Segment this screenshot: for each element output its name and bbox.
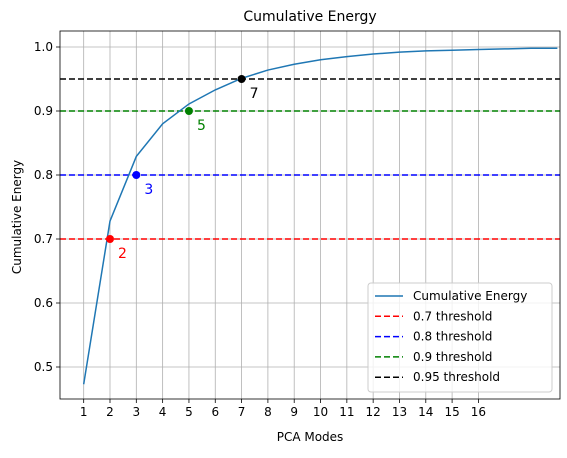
- x-tick-label: 9: [290, 405, 298, 419]
- x-tick-label: 16: [471, 405, 486, 419]
- x-tick-label: 15: [444, 405, 459, 419]
- x-tick-label: 5: [185, 405, 193, 419]
- legend-label: 0.9 threshold: [413, 350, 492, 364]
- series-line: [82, 47, 558, 385]
- x-tick-label: 6: [211, 405, 219, 419]
- legend-label: 0.95 threshold: [413, 370, 500, 384]
- x-tick-label: 1: [80, 405, 88, 419]
- x-tick-label: 13: [392, 405, 407, 419]
- threshold-markers: 2 3 5 7: [106, 75, 259, 262]
- x-tick-label: 12: [366, 405, 381, 419]
- series: [82, 47, 558, 385]
- x-tick-label: 7: [238, 405, 246, 419]
- y-tick-label: 1.0: [34, 40, 53, 54]
- x-tick-label: 10: [313, 405, 328, 419]
- x-axis-label: PCA Modes: [277, 430, 344, 444]
- legend: Cumulative Energy 0.7 threshold 0.8 thresh…: [367, 282, 553, 393]
- threshold-marker: [132, 171, 141, 179]
- y-tick-label: 0.7: [34, 232, 53, 246]
- threshold-marker: [184, 107, 193, 115]
- x-tick-label: 11: [339, 405, 354, 419]
- axes: 1 2 3 4 5 6 7 8 9 10 11 12 13 14 15 160.50.60.70.80.91.…: [34, 30, 561, 419]
- threshold-marker: [106, 235, 114, 243]
- legend-label: 0.8 threshold: [413, 330, 492, 344]
- threshold-marker-label: 3: [144, 182, 153, 198]
- x-tick-label: 14: [418, 405, 433, 419]
- x-tick-label: 8: [264, 405, 272, 419]
- y-tick-label: 0.8: [34, 168, 53, 182]
- x-tick-label: 2: [106, 405, 114, 419]
- legend-box: [367, 282, 553, 393]
- plot-frame: [59, 30, 561, 400]
- threshold-marker: [237, 75, 246, 83]
- threshold-marker-label: 2: [118, 246, 127, 262]
- y-axis-label: Cumulative Energy: [10, 160, 24, 274]
- x-tick-label: 4: [159, 405, 167, 419]
- y-tick-label: 0.6: [34, 296, 53, 310]
- y-tick-label: 0.9: [34, 104, 53, 118]
- legend-label: 0.7 threshold: [413, 309, 492, 323]
- threshold-marker-label: 7: [250, 86, 259, 102]
- x-tick-label: 3: [132, 405, 140, 419]
- y-tick-label: 0.5: [34, 360, 53, 374]
- chart-title: Cumulative Energy: [243, 9, 376, 25]
- threshold-marker-label: 5: [197, 118, 206, 134]
- legend-label: Cumulative Energy: [413, 289, 527, 303]
- threshold-lines: [60, 78, 560, 240]
